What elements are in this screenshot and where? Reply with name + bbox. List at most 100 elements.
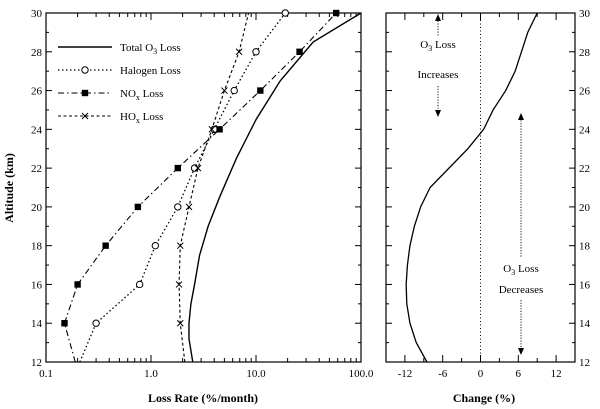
annotation-increases-arrowhead — [435, 110, 441, 117]
legend-label-1-main: Halogen Loss — [120, 65, 181, 77]
right-y-tick-label: 18 — [579, 241, 591, 253]
left-y-axis-title: Altitude (km) — [2, 153, 16, 223]
series-marker-3 — [176, 319, 184, 327]
annotation-decreases-line1-tail: Loss — [515, 263, 539, 275]
annotation-decreases-up-arrowhead — [518, 113, 524, 120]
right-x-tick-label: -12 — [398, 368, 413, 380]
series-line-2 — [63, 12, 337, 363]
legend-label-3-tail: Loss — [140, 111, 164, 123]
series-marker-3 — [175, 281, 183, 288]
left-panel: 12 14 16 18 20 22 24 26 28 30 0.1 1.0 10.0 100.0 Alti… — [2, 8, 374, 405]
series-marker-2 — [332, 9, 340, 17]
series-marker-2 — [216, 126, 223, 133]
series-marker-1 — [151, 241, 160, 250]
series-marker-2 — [257, 87, 264, 94]
annotation-increases-line2: Increases — [418, 69, 459, 81]
left-plot-frame — [45, 12, 362, 363]
series-marker-1 — [174, 203, 182, 211]
right-x-axis-title: Change (%) — [453, 391, 515, 405]
annotation-increases-line1-tail: Loss — [432, 39, 456, 51]
legend-label-0-main: Total O — [120, 42, 153, 54]
left-y-tick-label: 26 — [31, 86, 43, 98]
right-y-tick-label: 16 — [579, 279, 591, 291]
series-marker-1 — [190, 164, 199, 172]
legend-label-2-sub: x — [136, 93, 140, 102]
legend-label-0-sub: 3 — [153, 47, 157, 56]
series-3 — [175, 12, 250, 363]
legend-label-3-sub: x — [136, 116, 140, 125]
series-0 — [188, 12, 362, 363]
legend-label-0-tail: Loss — [157, 42, 181, 54]
annotation-increases-line1-main: O — [420, 39, 428, 51]
left-x-tick-label: 10.0 — [246, 368, 266, 380]
series-marker-1 — [281, 9, 289, 17]
right-x-tick-label: 6 — [516, 368, 522, 380]
series-1 — [79, 9, 289, 363]
right-y-tick-label: 12 — [579, 357, 590, 369]
left-y-tick-label: 30 — [31, 8, 43, 20]
left-y-tick-label: 28 — [31, 47, 43, 59]
left-x-axis-title: Loss Rate (%/month) — [148, 391, 258, 405]
left-y-tick-label: 24 — [31, 124, 43, 136]
right-y-tick-label: 30 — [579, 8, 591, 20]
series-line-0 — [188, 12, 362, 363]
legend-label-3: HOx Loss — [120, 111, 163, 125]
right-series-group — [405, 12, 538, 363]
right-y-tick-label: 26 — [579, 86, 591, 98]
legend-label-0: Total O3 Loss — [120, 42, 181, 56]
series-marker-2 — [61, 320, 68, 327]
legend-label-2-tail: Loss — [140, 88, 164, 100]
series-line-3 — [178, 12, 250, 363]
series-marker-3 — [194, 164, 202, 172]
right-panel: 12 14 16 18 20 22 24 26 28 30 -12 -6 0 6 12 Change (%)… — [385, 8, 591, 405]
annotation-decreases-arrowhead — [518, 348, 524, 355]
right-y-tick-label: 14 — [579, 318, 591, 330]
left-y-tick-label: 14 — [31, 318, 43, 330]
left-y-tick-label: 18 — [31, 241, 43, 253]
series-2 — [61, 9, 340, 363]
legend-marker-1 — [81, 66, 89, 74]
series-marker-2 — [134, 203, 142, 211]
annotation-decreases-line1: O3 Loss — [503, 263, 538, 277]
series-marker-1 — [230, 86, 238, 95]
right-y-tick-label: 22 — [579, 163, 590, 175]
left-series-group — [61, 9, 362, 363]
left-y-tick-label: 12 — [31, 357, 42, 369]
series-marker-3 — [208, 125, 216, 133]
series-line-1 — [79, 12, 286, 363]
left-x-tick-label: 100.0 — [349, 368, 374, 380]
left-y-tick-label: 20 — [31, 202, 43, 214]
left-y-tick-label: 16 — [31, 279, 43, 291]
series-marker-2 — [296, 48, 303, 55]
series-marker-2 — [74, 281, 81, 288]
series-marker-2 — [174, 164, 182, 172]
annotation-increases-top-arrowhead — [435, 14, 441, 21]
right-plot-frame — [385, 12, 576, 363]
legend-label-1: Halogen Loss — [120, 65, 181, 77]
legend-label-2: NOx Loss — [120, 88, 163, 102]
annotation-decreases-line1-sub: 3 — [511, 268, 515, 277]
right-y-tick-label: 28 — [579, 47, 591, 59]
left-x-tick-label: 0.1 — [39, 368, 53, 380]
right-x-tick-label: -6 — [438, 368, 448, 380]
annotation-increases-line1-sub: 3 — [428, 44, 432, 53]
series-marker-1 — [252, 48, 260, 56]
right-y-tick-label: 20 — [579, 202, 591, 214]
annotation-decreases-line1-main: O — [503, 263, 511, 275]
series-marker-1 — [135, 280, 144, 289]
right-axis-ticks: 12 14 16 18 20 22 24 26 28 30 -12 -6 0 6 12 — [385, 8, 591, 380]
series-marker-2 — [102, 242, 109, 249]
right-x-tick-label: 0 — [478, 368, 484, 380]
annotation-increases-line1: O3 Loss — [420, 39, 455, 53]
legend-label-2-main: NO — [120, 88, 136, 100]
series-marker-3 — [185, 203, 193, 211]
series-marker-3 — [221, 87, 228, 94]
legend-marker-2 — [81, 89, 89, 97]
series-marker-3 — [235, 48, 243, 56]
change-line-0 — [405, 12, 538, 363]
left-axis-ticks: 12 14 16 18 20 22 24 26 28 30 0.1 1.0 10.0 100.0 — [31, 8, 374, 380]
left-y-tick-label: 22 — [31, 163, 42, 175]
